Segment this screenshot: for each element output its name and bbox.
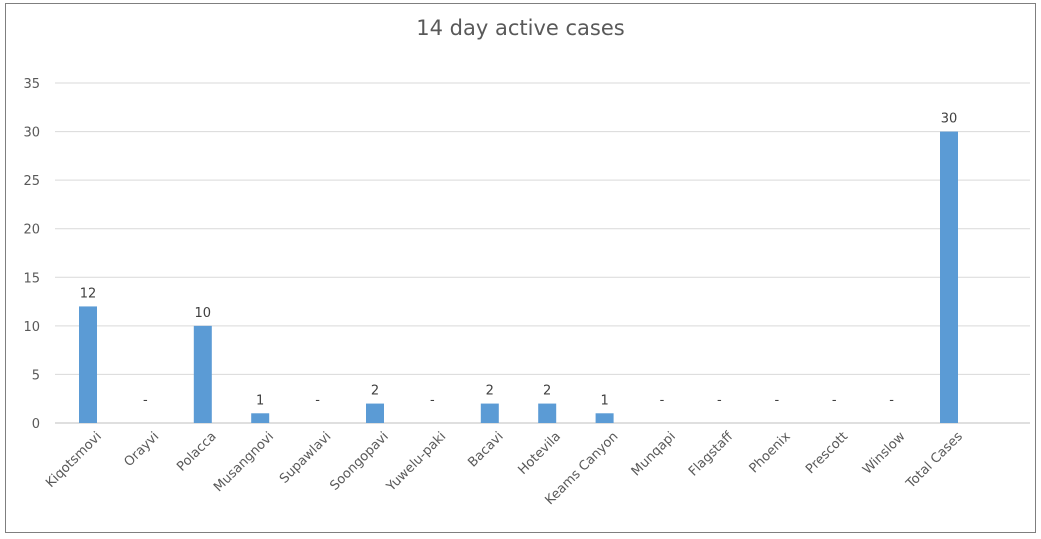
data-label: 2 [486,384,494,399]
x-tick-label: Hotevila [515,429,564,478]
data-label: 2 [543,384,551,399]
data-label: 12 [80,286,97,301]
x-tick-label: Flagstaff [686,428,737,479]
chart-area: 14 day active cases [5,3,1036,533]
bar [366,403,384,423]
y-tick-label: 30 [23,126,40,141]
y-tick-label: 5 [32,368,40,383]
x-tick-label: Total Cases [903,429,966,492]
data-label: - [143,393,148,408]
y-tick-label: 10 [23,320,40,335]
x-tick-label: Soongopavi [327,429,391,493]
y-tick-label: 0 [32,417,40,432]
bar [251,413,270,423]
data-label: 1 [600,393,608,408]
x-tick-label: Prescott [803,429,851,477]
data-label: - [717,393,722,408]
data-label: 30 [941,112,958,127]
bar [538,403,557,423]
x-tick-label: Supawlavi [277,429,334,486]
x-tick-label: Bacavi [465,429,506,470]
bar [480,403,499,423]
y-tick-label: 20 [23,223,40,238]
data-label: - [832,393,837,408]
bar [595,413,614,423]
bar [940,131,958,424]
data-label: - [660,393,665,408]
chart-title: 14 day active cases [416,16,625,40]
bar [79,306,97,423]
data-label: 1 [256,393,264,408]
x-tick-label: Munqapi [629,429,679,479]
x-tick-label: Musangnovi [211,429,277,495]
x-tick-label: Orayvi [122,429,163,470]
data-label: - [315,393,320,408]
y-tick-label: 15 [23,271,40,286]
x-tick-label: Yuwelu-paki [383,429,449,495]
y-tick-label: 25 [23,174,40,189]
x-tick-label: Phoenix [747,429,794,476]
bar [193,325,212,423]
data-label: - [889,393,894,408]
data-label: 10 [195,306,212,321]
x-tick-label: Winslow [860,429,909,478]
data-label: 2 [371,384,379,399]
x-tick-label: Polacca [174,429,219,474]
x-tick-label: Kiqotsmovi [43,429,105,491]
data-label: - [430,393,435,408]
data-label: - [774,393,779,408]
y-tick-label: 35 [23,77,40,92]
